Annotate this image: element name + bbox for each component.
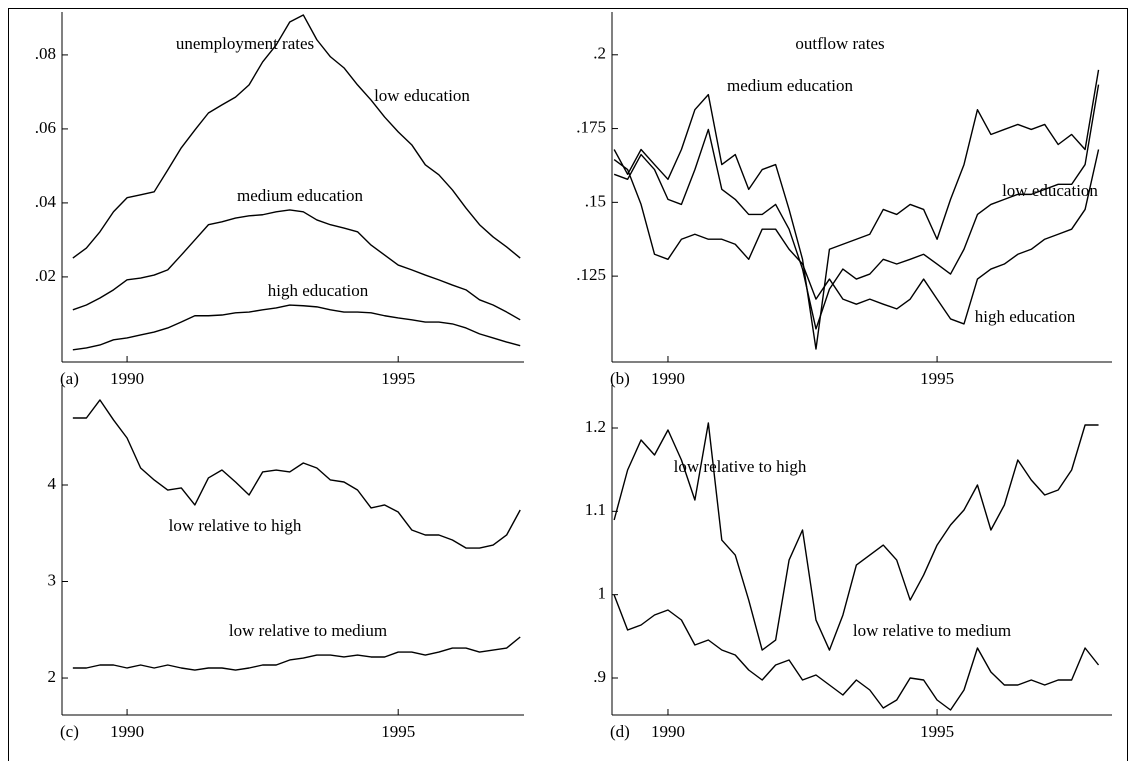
- series-line: [613, 422, 1099, 651]
- y-tick-label: 1: [598, 584, 607, 603]
- y-tick-label: .175: [576, 117, 606, 136]
- y-tick-label: 1.2: [585, 417, 606, 436]
- y-tick-label: 3: [48, 570, 57, 589]
- series-line: [72, 304, 521, 351]
- series-line: [72, 209, 521, 321]
- y-tick-label: 2: [48, 667, 57, 686]
- y-tick-label: .04: [35, 192, 57, 211]
- x-tick-label: 1990: [110, 369, 144, 388]
- y-tick-label: 4: [48, 474, 57, 493]
- x-tick-label: 1995: [920, 722, 954, 741]
- series-line: [613, 594, 1100, 711]
- x-tick-label: 1995: [381, 722, 415, 741]
- series-label: low relative to high: [674, 457, 807, 476]
- y-tick-label: .2: [593, 44, 606, 63]
- series-line: [72, 14, 521, 259]
- x-tick-label: 1995: [381, 369, 415, 388]
- series-label: high education: [975, 307, 1076, 326]
- y-tick-label: .125: [576, 265, 606, 284]
- panel-label: (d): [610, 722, 630, 741]
- frame: [8, 8, 1128, 761]
- x-tick-label: 1990: [651, 369, 685, 388]
- series-label: low education: [1002, 181, 1098, 200]
- chart-title: unemployment rates: [176, 34, 314, 53]
- series-line: [72, 636, 521, 671]
- series-label: low relative to high: [169, 516, 302, 535]
- y-tick-label: .15: [585, 191, 606, 210]
- series-line: [613, 69, 1100, 350]
- y-tick-label: 1.1: [585, 500, 606, 519]
- y-tick-label: .08: [35, 44, 56, 63]
- series-line: [613, 149, 1100, 325]
- series-label: low education: [374, 86, 470, 105]
- series-line: [613, 84, 1100, 330]
- x-tick-label: 1990: [651, 722, 685, 741]
- series-line: [72, 399, 521, 549]
- y-tick-label: .9: [593, 667, 606, 686]
- chart-title: outflow rates: [795, 34, 884, 53]
- panel-label: (a): [60, 369, 79, 388]
- series-label: low relative to medium: [229, 621, 387, 640]
- series-label: high education: [268, 281, 369, 300]
- x-tick-label: 1990: [110, 722, 144, 741]
- y-tick-label: .02: [35, 266, 56, 285]
- x-tick-label: 1995: [920, 369, 954, 388]
- panel-label: (c): [60, 722, 79, 741]
- series-label: medium education: [237, 186, 364, 205]
- panel-label: (b): [610, 369, 630, 388]
- series-label: medium education: [727, 76, 854, 95]
- y-tick-label: .06: [35, 118, 56, 137]
- series-label: low relative to medium: [853, 621, 1011, 640]
